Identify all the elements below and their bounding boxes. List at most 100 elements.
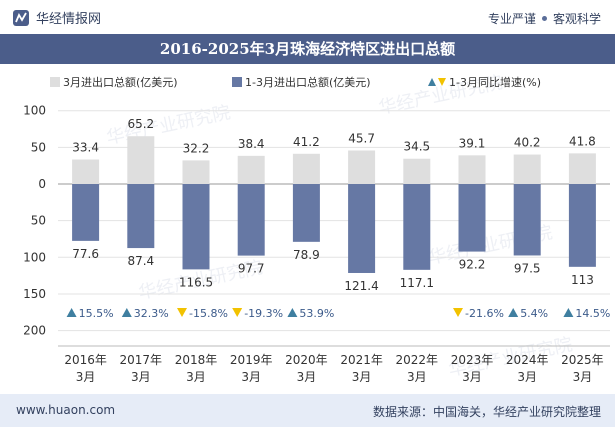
data-label-cumulative: 87.4 — [127, 254, 154, 268]
data-label-cumulative: 97.7 — [238, 262, 265, 276]
x-tick-label-year: 2023年 — [451, 353, 494, 367]
data-label-march: 39.1 — [459, 136, 486, 150]
data-label-cumulative: 77.6 — [72, 247, 99, 261]
bar-cumulative — [127, 184, 155, 249]
bar-march — [127, 136, 155, 184]
legend-down-triangle-icon — [438, 78, 446, 86]
legend-label-growth: 1-3月同比增速(%) — [449, 75, 541, 89]
x-tick-label-year: 2018年 — [175, 353, 218, 367]
data-label-cumulative: 92.2 — [459, 258, 486, 272]
x-tick-label-year: 2022年 — [396, 353, 439, 367]
bar-cumulative — [403, 184, 431, 270]
y-tick-label: 100 — [23, 104, 46, 118]
growth-up-triangle-icon — [66, 308, 77, 317]
data-label-cumulative: 97.5 — [514, 261, 541, 275]
data-label-march: 65.2 — [127, 117, 154, 131]
data-label-growth: -19.3% — [244, 307, 283, 320]
data-label-growth: -15.8% — [189, 307, 228, 320]
x-tick-label-month: 3月 — [517, 370, 537, 384]
title-bar: 2016-2025年3月珠海经济特区进出口总额 — [0, 34, 615, 64]
data-label-cumulative: 78.9 — [293, 248, 320, 262]
data-label-march: 41.2 — [293, 135, 320, 149]
y-tick-label: 50 — [31, 140, 46, 154]
legend-label-march: 3月进出口总额(亿美元) — [63, 75, 178, 89]
data-label-cumulative: 116.5 — [179, 275, 213, 289]
brand: 华经情报网 — [12, 8, 101, 27]
data-label-cumulative: 121.4 — [344, 279, 378, 293]
bar-march — [292, 153, 320, 184]
website-link[interactable]: www.huaon.com — [16, 403, 116, 417]
growth-up-triangle-icon — [121, 308, 132, 317]
bar-cumulative — [513, 184, 541, 256]
data-label-march: 41.8 — [569, 134, 596, 148]
legend-label-cumulative: 1-3月进出口总额(亿美元) — [245, 75, 371, 89]
x-tick-label-month: 3月 — [407, 370, 427, 384]
y-axis: 100 50 0 50 100 150 200 — [23, 104, 46, 338]
data-label-cumulative: 113 — [571, 273, 594, 287]
x-tick-label-year: 2016年 — [64, 353, 107, 367]
bar-cumulative — [292, 184, 320, 242]
growth-up-triangle-icon — [508, 308, 519, 317]
x-tick-label-month: 3月 — [352, 370, 372, 384]
data-label-cumulative: 117.1 — [400, 276, 434, 290]
data-label-march: 45.7 — [348, 132, 375, 146]
y-tick-label: 50 — [31, 214, 46, 228]
bar-march — [182, 160, 210, 184]
x-tick-label-month: 3月 — [131, 370, 151, 384]
growth-down-triangle-icon — [232, 308, 243, 317]
x-tick-label-year: 2020年 — [285, 353, 328, 367]
top-bar: 华经情报网 专业严谨 客观科学 — [0, 0, 615, 34]
legend-up-triangle-icon — [428, 78, 436, 86]
data-label-march: 38.4 — [238, 137, 265, 151]
tagline: 专业严谨 客观科学 — [488, 10, 601, 27]
x-tick-label-year: 2021年 — [340, 353, 383, 367]
growth-down-triangle-icon — [177, 308, 187, 317]
data-label-march: 40.2 — [514, 136, 541, 150]
bar-cumulative — [237, 184, 265, 256]
brand-name: 华经情报网 — [36, 12, 102, 27]
bar-march — [513, 154, 541, 184]
x-tick-label-month: 3月 — [186, 370, 206, 384]
bar-march — [568, 153, 596, 184]
watermark-text: 华经产业研究院 — [105, 102, 233, 149]
x-tick-label-month: 3月 — [76, 370, 96, 384]
x-tick-label-month: 3月 — [297, 370, 317, 384]
data-labels: 33.4 77.6 15.5% 65.2 87.4 32.3% 32.2 116.5 -15.8… — [66, 117, 610, 320]
bar-cumulative — [182, 184, 210, 270]
legend-swatch-cumulative — [232, 77, 242, 87]
y-tick-label: 200 — [23, 324, 46, 338]
bar-march — [237, 155, 265, 184]
separator-dot-icon — [541, 16, 547, 21]
growth-up-triangle-icon — [287, 308, 298, 317]
y-tick-label: 0 — [38, 177, 46, 191]
data-label-march: 34.5 — [403, 140, 430, 154]
x-tick-label-month: 3月 — [462, 370, 482, 384]
data-label-growth: 14.5% — [575, 307, 610, 320]
growth-down-triangle-icon — [453, 308, 463, 317]
data-label-growth: 32.3% — [134, 307, 169, 320]
x-tick-label-year: 2017年 — [120, 353, 163, 367]
bar-march — [403, 158, 431, 184]
data-label-march: 32.2 — [183, 141, 210, 155]
tagline-right: 客观科学 — [552, 12, 601, 26]
y-tick-label: 100 — [23, 250, 46, 264]
chart-title: 2016-2025年3月珠海经济特区进出口总额 — [159, 40, 456, 58]
data-label-growth: 15.5% — [79, 307, 114, 320]
bars — [72, 136, 596, 273]
data-label-march: 33.4 — [72, 141, 99, 155]
x-tick-label-month: 3月 — [241, 370, 261, 384]
data-source: 数据来源：中国海关，华经产业研究院整理 — [372, 405, 601, 419]
data-label-growth: 53.9% — [299, 307, 334, 320]
y-tick-label: 150 — [23, 287, 46, 301]
tagline-left: 专业严谨 — [487, 12, 536, 26]
bar-march — [348, 150, 376, 184]
legend: 3月进出口总额(亿美元) 1-3月进出口总额(亿美元) 1-3月同比增速(%) — [50, 75, 541, 89]
x-tick-label-month: 3月 — [573, 370, 593, 384]
bar-march — [458, 155, 486, 184]
growth-up-triangle-icon — [563, 308, 574, 317]
bar-march — [72, 159, 100, 184]
footer: www.huaon.com 数据来源：中国海关，华经产业研究院整理 — [0, 394, 615, 427]
x-tick-label-year: 2019年 — [230, 353, 273, 367]
